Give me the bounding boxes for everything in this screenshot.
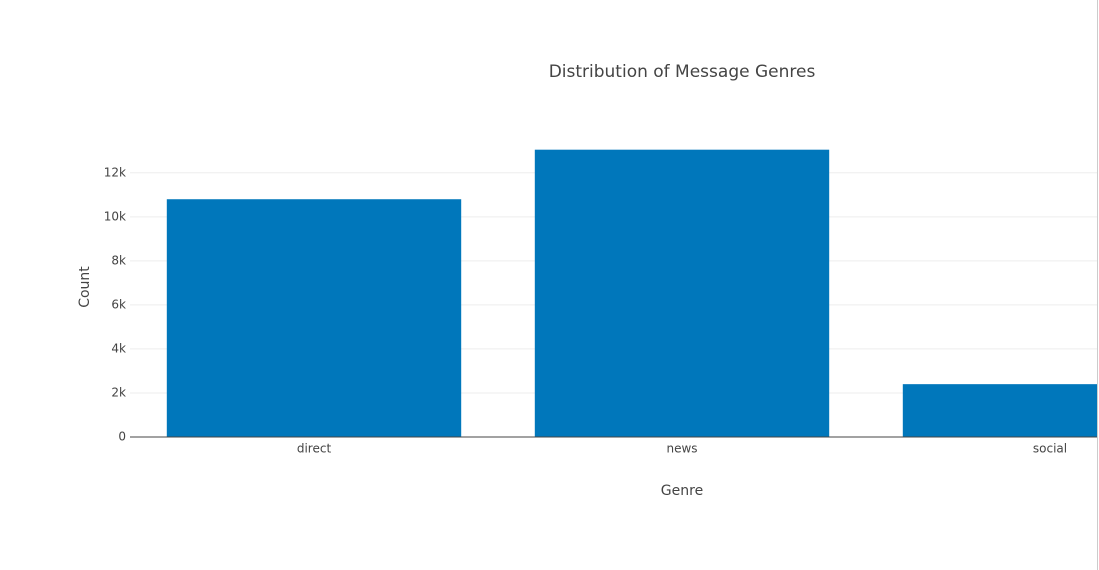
bar bbox=[902, 384, 1097, 437]
bar bbox=[166, 199, 462, 437]
x-tick-label: social bbox=[1033, 442, 1067, 456]
y-tick-label: 4k bbox=[111, 341, 126, 355]
y-tick-label: 10k bbox=[104, 209, 126, 223]
x-tick-label: news bbox=[666, 442, 697, 456]
y-axis-title: Count bbox=[77, 266, 93, 308]
y-tick-label: 12k bbox=[104, 165, 126, 179]
y-tick-label: 2k bbox=[111, 385, 126, 399]
bar bbox=[534, 149, 830, 438]
plot-area: direct news social bbox=[130, 149, 1097, 456]
y-tick-label: 0 bbox=[118, 430, 126, 444]
x-tick-label: direct bbox=[297, 442, 332, 456]
x-axis-title: Genre bbox=[661, 483, 703, 499]
y-tick-label: 6k bbox=[111, 297, 126, 311]
chart-title: Distribution of Message Genres bbox=[549, 62, 816, 82]
y-tick-label: 8k bbox=[111, 253, 126, 267]
